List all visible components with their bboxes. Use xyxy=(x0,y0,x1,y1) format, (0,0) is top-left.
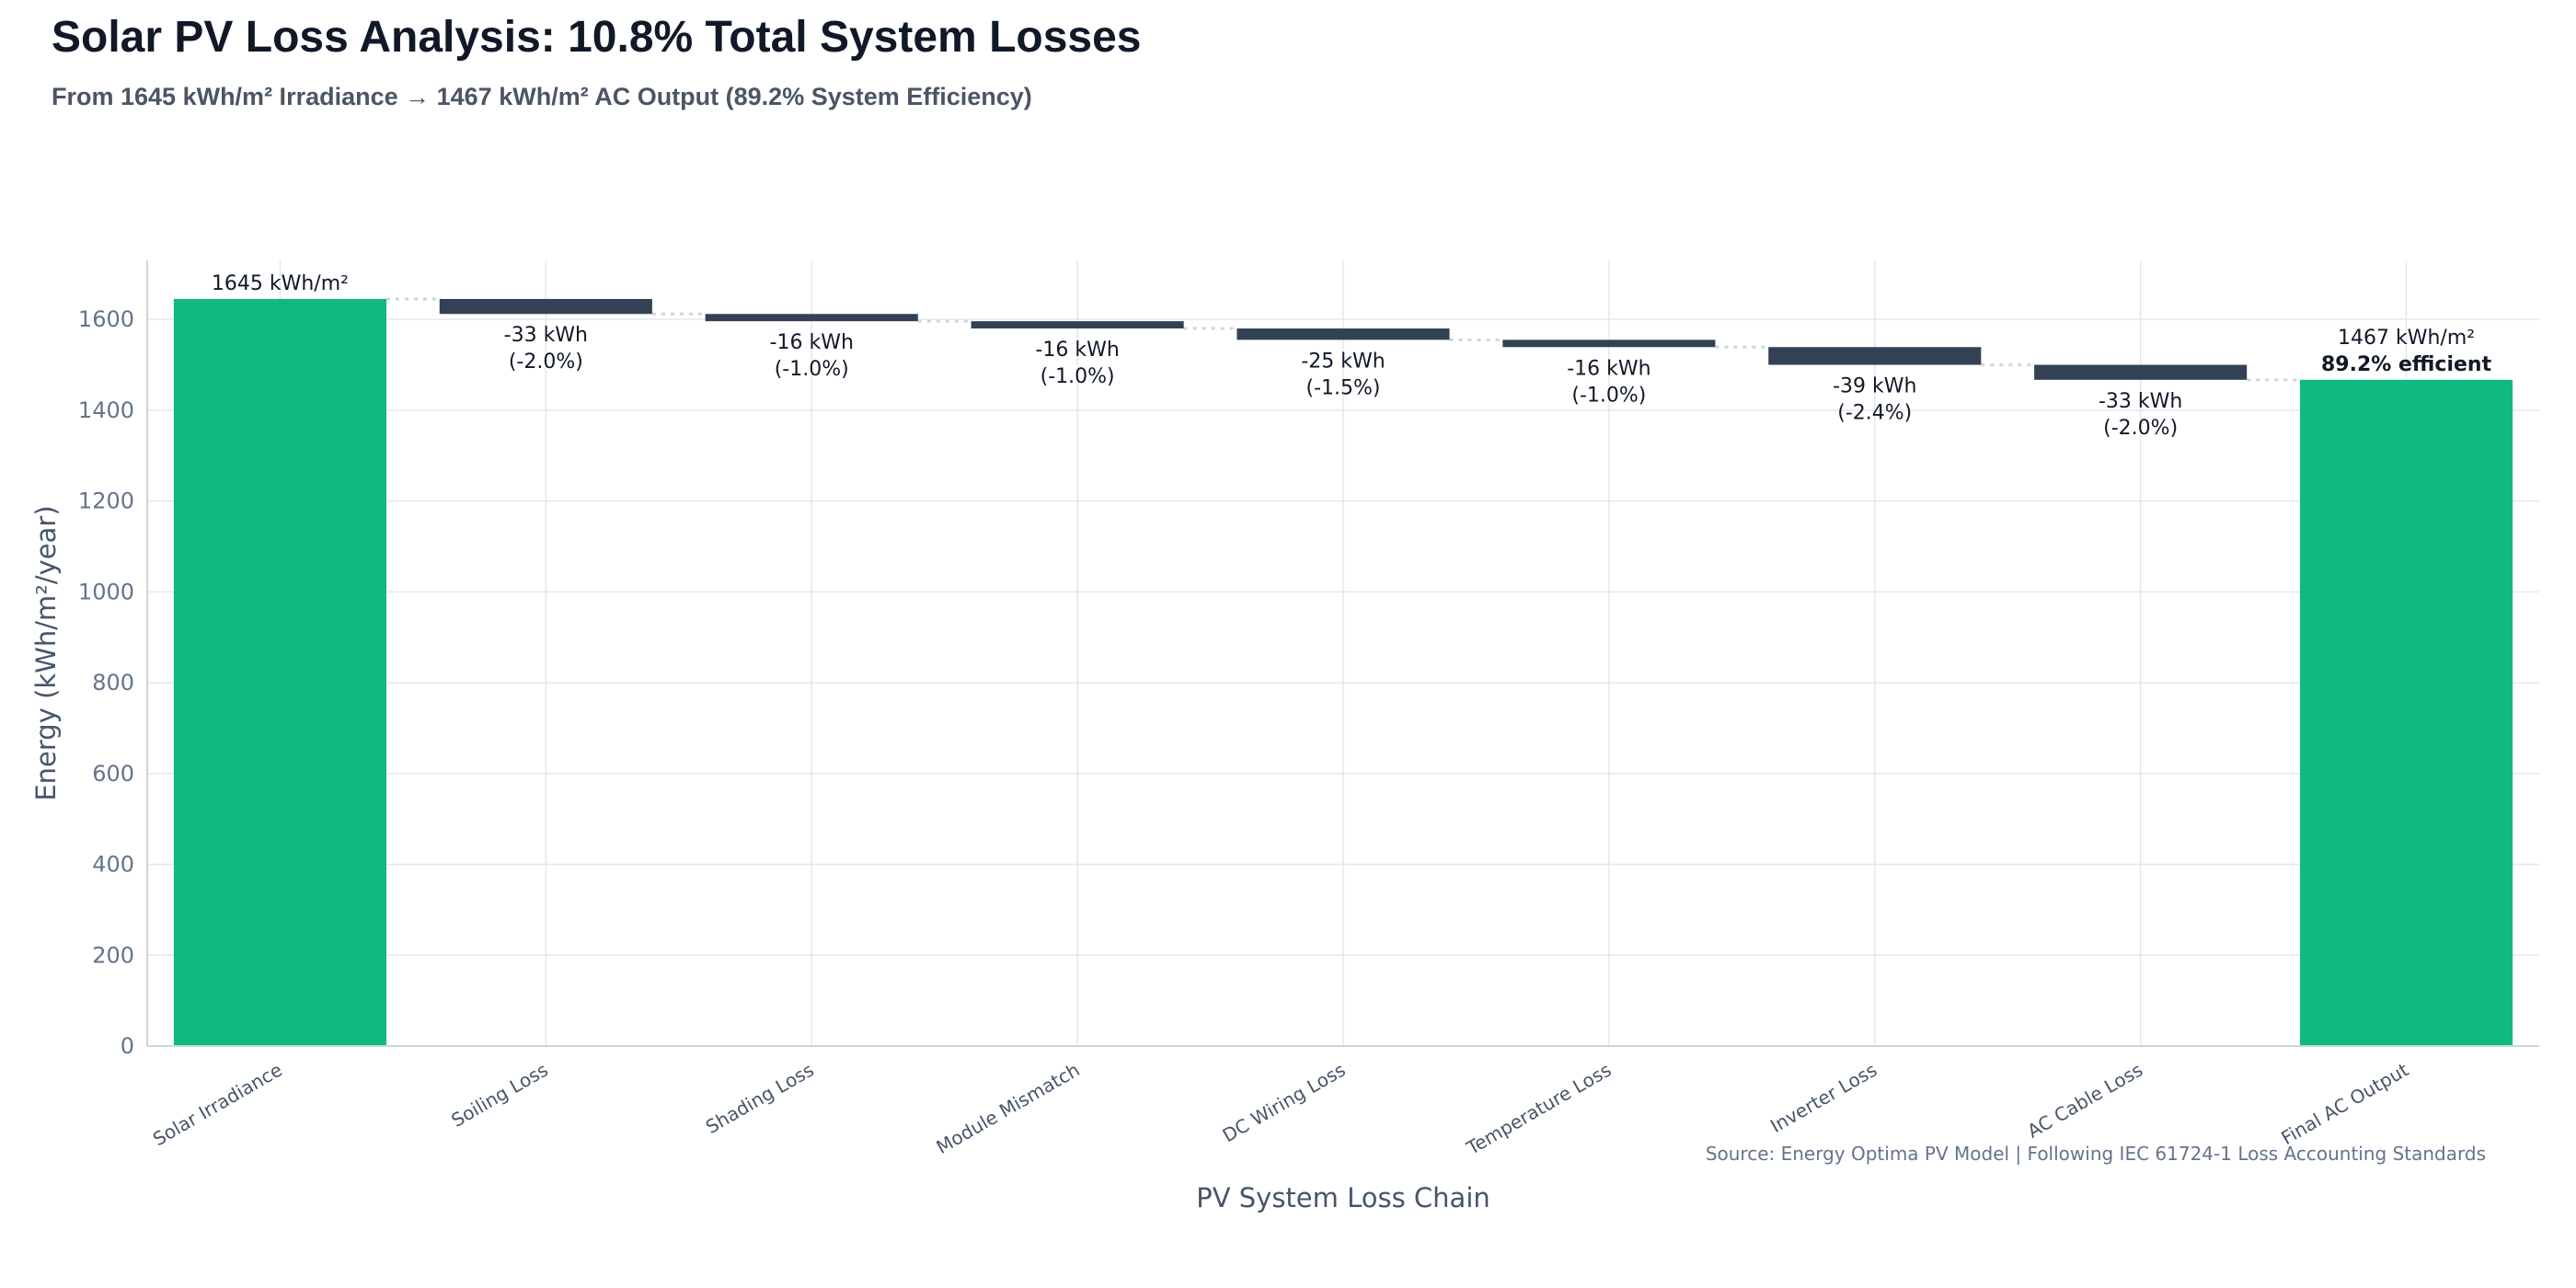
data-label: (-2.4%) xyxy=(1837,402,1912,425)
y-tick-label: 800 xyxy=(92,670,134,696)
y-tick-label: 1200 xyxy=(78,489,134,514)
x-tick-label: DC Wiring Loss xyxy=(1219,1059,1350,1147)
data-label: (-1.5%) xyxy=(1306,376,1381,399)
y-tick-label: 400 xyxy=(92,852,134,878)
y-tick-label: 0 xyxy=(121,1033,134,1059)
data-label: (-2.0%) xyxy=(2103,417,2178,440)
loss-bar xyxy=(2034,364,2248,380)
x-tick-label: Shading Loss xyxy=(702,1059,818,1139)
loss-bar xyxy=(439,298,652,315)
loss-bar xyxy=(705,314,918,322)
data-label: 89.2% efficient xyxy=(2321,353,2492,376)
bars xyxy=(173,298,2513,1046)
loss-bar xyxy=(971,321,1184,329)
data-label: (-1.0%) xyxy=(1571,384,1646,407)
y-tick-label: 1000 xyxy=(78,579,134,604)
data-label: -16 kWh xyxy=(770,331,854,354)
data-label: -33 kWh xyxy=(2099,390,2182,413)
tick-labels: 0 200 400 600 800 1000 1200 1400 1600 Solar Irrad… xyxy=(78,306,2412,1159)
data-label: 1645 kWh/m² xyxy=(212,272,349,295)
axes xyxy=(146,260,2539,1047)
x-tick-label: Final AC Output xyxy=(2277,1058,2412,1149)
y-axis-title: Energy (kWh/m²/year) xyxy=(30,505,62,800)
y-tick-label: 200 xyxy=(92,942,134,968)
x-axis-title: PV System Loss Chain xyxy=(1196,1182,1490,1213)
data-label: (-2.0%) xyxy=(509,351,583,374)
source-note: Source: Energy Optima PV Model | Followi… xyxy=(1706,1143,2486,1165)
total-bar xyxy=(2300,379,2513,1046)
chart-subtitle: From 1645 kWh/m² Irradiance → 1467 kWh/m… xyxy=(52,83,1032,110)
y-tick-label: 600 xyxy=(92,761,134,787)
data-label: (-1.0%) xyxy=(775,358,849,381)
loss-bar xyxy=(1236,328,1450,340)
x-tick-label: Temperature Loss xyxy=(1462,1059,1615,1160)
y-tick-label: 1400 xyxy=(78,397,134,423)
data-label: -16 kWh xyxy=(1035,339,1119,362)
data-label: (-1.0%) xyxy=(1041,365,1115,388)
y-tick-label: 1600 xyxy=(78,306,134,332)
x-tick-label: Module Mismatch xyxy=(933,1059,1084,1159)
x-tick-label: Inverter Loss xyxy=(1766,1059,1880,1138)
loss-bar xyxy=(1502,339,1716,348)
data-label: -16 kWh xyxy=(1567,357,1650,380)
total-bar xyxy=(173,298,386,1046)
data-label: -33 kWh xyxy=(504,324,588,347)
x-tick-label: Soiling Loss xyxy=(447,1059,552,1132)
data-label: -25 kWh xyxy=(1301,350,1385,373)
data-labels: 1645 kWh/m² -33 kWh (-2.0%) -16 kWh (-1.0%) -… xyxy=(212,272,2492,440)
x-tick-label: AC Cable Loss xyxy=(2023,1059,2146,1143)
data-label: 1467 kWh/m² xyxy=(2338,327,2475,350)
chart-title: Solar PV Loss Analysis: 10.8% Total Syst… xyxy=(52,13,1141,62)
loss-bar xyxy=(1768,347,1982,365)
data-label: -39 kWh xyxy=(1833,375,1916,398)
x-tick-label: Solar Irradiance xyxy=(149,1059,286,1151)
